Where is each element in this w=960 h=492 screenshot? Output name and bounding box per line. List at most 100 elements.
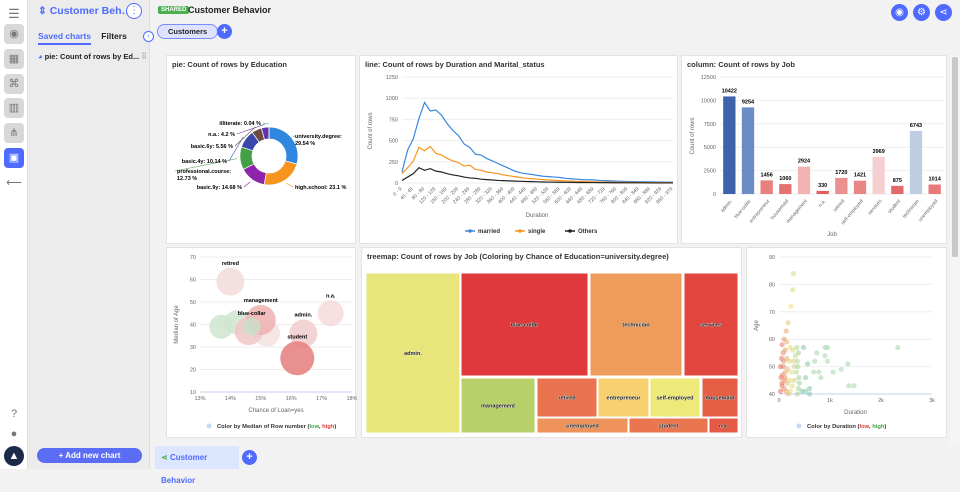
logo-icon[interactable]: ▲ xyxy=(4,446,24,466)
x-tick-label: 13% xyxy=(194,396,205,402)
bar xyxy=(817,191,829,194)
legend-high: high xyxy=(322,424,335,430)
dashboard-icon[interactable]: ▣ xyxy=(4,148,24,168)
y-tick-label: 10000 xyxy=(701,98,716,104)
filter-chip-customers[interactable]: Customers xyxy=(157,24,218,39)
saved-chart-label: pie: Count of rows by Ed... xyxy=(45,52,140,61)
data-label: 9254 xyxy=(742,99,755,105)
treemap-label: unemployed xyxy=(566,424,598,430)
x-tick-label: 2k xyxy=(878,398,884,404)
legend-high: high xyxy=(872,424,885,430)
treemap-label: self-employed xyxy=(657,396,694,402)
scatter-point xyxy=(807,391,812,396)
layout-icon[interactable]: ▦ xyxy=(4,49,24,69)
y-axis-label: Count of rows xyxy=(690,117,696,154)
user-icon[interactable]: ● xyxy=(4,424,24,444)
bar xyxy=(798,167,810,194)
scatter-point xyxy=(796,375,801,380)
preview-button[interactable]: ◉ xyxy=(891,4,908,21)
x-tick-label: 17% xyxy=(316,396,327,402)
bar xyxy=(761,180,773,194)
help-icon[interactable]: ? xyxy=(4,404,24,424)
saved-chart-item[interactable]: ◕ pie: Count of rows by Ed... ⠿ xyxy=(38,52,147,61)
add-tab-button[interactable]: + xyxy=(242,450,257,465)
logout-icon[interactable]: ⟵ xyxy=(4,173,24,193)
tab-filters[interactable]: Filters xyxy=(101,31,127,43)
bubble-label: retired xyxy=(222,261,239,267)
x-tick-label: 1k xyxy=(827,398,833,404)
x-tick-label: technician xyxy=(902,198,921,219)
network-icon[interactable]: ⋔ xyxy=(4,123,24,143)
data-label: 1060 xyxy=(779,176,791,182)
treemap-label: n.a. xyxy=(719,424,729,430)
scatter-point xyxy=(779,342,784,347)
slice-label: illiterate: 0.04 % xyxy=(219,121,261,127)
scrollbar[interactable] xyxy=(950,55,960,445)
y-tick-label: 80 xyxy=(769,282,775,288)
series-line-single xyxy=(402,147,673,183)
x-tick-label: 15% xyxy=(255,396,266,402)
y-axis-label: Median of Age xyxy=(174,305,180,344)
share-button[interactable]: ⋖ xyxy=(935,4,952,21)
legend-label: single xyxy=(528,229,546,235)
leader-line xyxy=(244,182,250,187)
add-new-chart-button[interactable]: + Add new chart xyxy=(37,448,142,463)
treemap-label: management xyxy=(481,404,515,410)
data-label: 1014 xyxy=(929,177,942,183)
bubble-label: n.a. xyxy=(326,293,336,299)
data-label: 330 xyxy=(818,183,827,189)
menu-icon[interactable]: ☰ xyxy=(4,4,24,24)
legend-marker xyxy=(797,424,802,429)
data-label: 1720 xyxy=(835,170,847,176)
treemap-label: services xyxy=(700,323,722,329)
dashboard-name: Customer Behavior xyxy=(50,5,132,17)
chart-icon[interactable]: ▥ xyxy=(4,98,24,118)
scatter-point xyxy=(790,287,795,292)
scatter-point xyxy=(786,320,791,325)
scrollbar-thumb[interactable] xyxy=(952,57,958,257)
legend-end: ) xyxy=(334,424,336,430)
scatter-point xyxy=(787,378,792,383)
pie-slice xyxy=(264,161,297,185)
scatter-point xyxy=(788,389,793,394)
x-tick-label: unemployed xyxy=(917,198,939,223)
bar xyxy=(873,157,885,194)
slice-label-name: professional.course: xyxy=(177,169,231,175)
treemap-label: student xyxy=(659,424,679,430)
scatter-point xyxy=(778,364,783,369)
y-tick-label: 1250 xyxy=(386,75,398,81)
x-tick-label: 3k xyxy=(929,398,935,404)
treemap-label: entrepreneur xyxy=(607,396,642,402)
flow-icon[interactable]: ⌘ xyxy=(4,74,24,94)
tab-customer-behavior[interactable]: ⋖ Customer Behavior xyxy=(155,446,239,469)
y-tick-label: 500 xyxy=(389,139,398,145)
y-tick-label: 12500 xyxy=(701,75,716,81)
drag-handle-icon[interactable]: ⠿ xyxy=(141,52,147,61)
x-tick-label: services xyxy=(867,198,884,216)
scatter-point xyxy=(795,391,800,396)
bar xyxy=(910,131,922,194)
scatter-point xyxy=(781,359,786,364)
scatter-point xyxy=(839,367,844,372)
slice-label: basic.4y: 10.14 % xyxy=(182,159,227,165)
y-tick-label: 750 xyxy=(389,117,398,123)
add-filter-button[interactable]: + xyxy=(217,24,232,39)
y-tick-label: 90 xyxy=(769,255,775,261)
treemap-label: admin. xyxy=(404,351,422,357)
bar xyxy=(929,185,941,194)
y-tick-label: 30 xyxy=(190,345,196,351)
bar xyxy=(854,181,866,194)
dashboard-selector[interactable]: ⇕ Customer Behavior xyxy=(38,5,132,17)
eye-icon[interactable]: ◉ xyxy=(4,24,24,44)
data-label: 2924 xyxy=(798,159,811,165)
legend-marker xyxy=(207,424,212,429)
x-tick-label: 18% xyxy=(346,396,357,402)
scatter-point xyxy=(795,359,800,364)
settings-button[interactable]: ⚙ xyxy=(913,4,930,21)
more-options-icon[interactable]: ⋮ xyxy=(126,3,142,19)
scatter-point xyxy=(830,369,835,374)
tab-saved-charts[interactable]: Saved charts xyxy=(38,31,91,45)
